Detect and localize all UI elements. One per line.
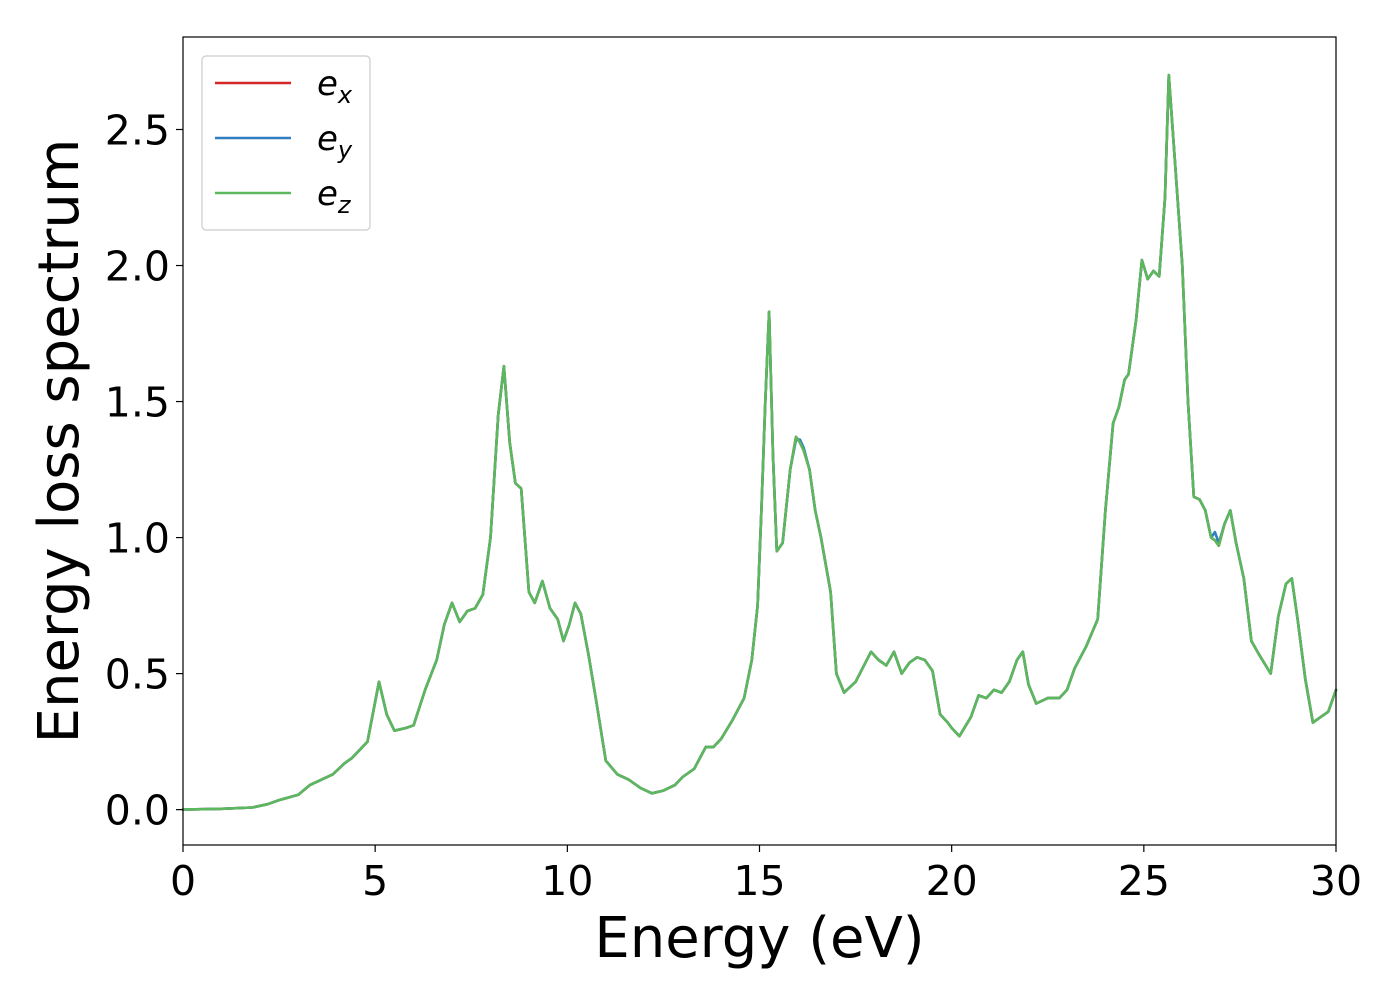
y-axis-label: Energy loss spectrum: [27, 139, 92, 744]
x-tick-label: 5: [362, 857, 388, 905]
x-ticks: 0 5 10 15 20 25 30: [170, 845, 1362, 905]
legend-label-x: ex: [317, 64, 353, 109]
y-ticks: 0.0 0.5 1.0 1.5 2.0 2.5: [105, 106, 183, 835]
legend: ex ey ez: [201, 55, 371, 231]
y-tick-label: 2.5: [105, 106, 170, 154]
y-tick-label: 2.0: [105, 243, 170, 291]
series-line-z: [181, 73, 1338, 811]
x-tick-label: 15: [733, 857, 785, 905]
x-tick-label: 30: [1310, 857, 1362, 905]
legend-frame: [201, 55, 371, 231]
legend-label-y: ey: [317, 119, 353, 164]
x-tick-label: 20: [926, 857, 978, 905]
x-tick-label: 10: [541, 857, 593, 905]
y-tick-label: 0.5: [105, 651, 170, 699]
x-axis-label: Energy (eV): [594, 906, 924, 971]
series-layer: [181, 73, 1338, 811]
x-tick-label: 0: [170, 857, 196, 905]
y-tick-label: 1.5: [105, 379, 170, 427]
y-tick-label: 1.0: [105, 515, 170, 563]
y-tick-label: 0.0: [105, 787, 170, 835]
x-tick-label: 25: [1118, 857, 1170, 905]
legend-label-z: ez: [317, 174, 352, 219]
